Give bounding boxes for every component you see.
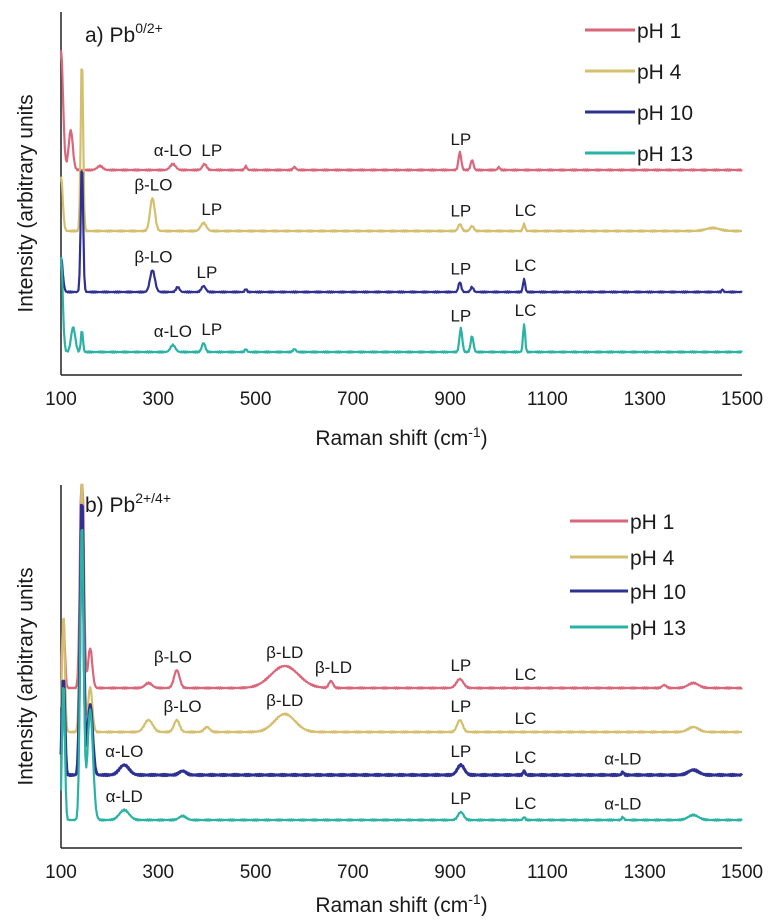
peak-annotation: LC [515,794,537,813]
x-tick-label: 1500 [721,389,763,410]
peak-annotation: β-LD [315,658,352,677]
peak-annotation: β-LD [266,643,303,662]
peak-annotation: α-LO [154,322,192,341]
peak-annotation: LP [450,656,471,675]
peak-annotation: LC [515,748,537,767]
peak-annotation: LC [515,709,537,728]
peak-annotation: α-LD [604,749,641,768]
series-line-ph-10 [59,170,743,294]
peak-annotation: LP [450,201,471,220]
peak-annotation: β-LO [134,247,172,266]
series-line-ph-13 [59,528,743,822]
peak-annotation: LP [450,306,471,325]
peak-annotation: α-LD [106,787,143,806]
peak-annotation: β-LO [154,647,192,666]
x-tick-label: 900 [434,389,466,410]
panel-title: b) Pb2+/4+ [85,490,171,517]
peak-annotation: LP [201,200,222,219]
peak-annotation: β-LO [134,176,172,195]
x-tick-label: 1500 [721,862,763,883]
series-line-ph-4 [59,483,743,734]
peak-annotation: β-LO [164,697,202,716]
series-line-ph-1 [59,483,743,690]
panel-title: a) Pb0/2+ [85,20,163,47]
x-tick-label: 700 [337,389,369,410]
x-tick-label: 300 [142,389,174,410]
peak-annotation: LP [450,697,471,716]
legend-label: pH 1 [637,20,681,43]
peak-annotation: LP [450,742,471,761]
legend-label: pH 13 [637,143,693,166]
y-axis-label: Intensity (arbitrary units [15,94,38,312]
x-tick-label: 100 [45,389,77,410]
peak-annotation: LC [515,665,537,684]
legend-label: pH 4 [637,61,682,84]
peak-annotation: LC [515,256,537,275]
peak-annotation: LP [450,789,471,808]
x-tick-label: 500 [240,389,272,410]
peak-annotation: LP [450,260,471,279]
x-tick-label: 300 [142,862,174,883]
peak-annotation: LP [201,320,222,339]
x-tick-label: 900 [434,862,466,883]
series-line-ph-10 [59,503,744,778]
x-tick-label: 100 [45,862,77,883]
series-line-ph-1 [59,50,743,172]
legend-label: pH 10 [637,102,693,125]
peak-annotation: α-LD [604,794,641,813]
x-axis-label: Raman shift (cm-1) [315,891,487,916]
legend-label: pH 1 [630,511,674,534]
series-line-ph-13 [59,256,743,354]
peak-annotation: α-LO [105,742,143,761]
x-tick-label: 500 [240,862,272,883]
peak-annotation: LP [450,130,471,149]
legend-label: pH 4 [630,547,675,570]
peak-annotation: α-LO [154,141,192,160]
peak-annotation: β-LD [266,691,303,710]
x-axis-label: Raman shift (cm-1) [315,424,487,450]
peak-annotation: LP [201,141,222,160]
x-tick-label: 1300 [624,862,666,883]
x-tick-label: 1100 [527,862,568,883]
legend-label: pH 13 [630,617,686,640]
peak-annotation: LC [515,301,537,320]
peak-annotation: LC [515,201,537,220]
series-line-ph-4 [59,68,743,233]
peak-annotation: LP [197,263,218,282]
x-tick-label: 700 [337,862,369,883]
x-tick-label: 1300 [624,389,666,410]
x-tick-label: 1100 [527,389,568,410]
legend-label: pH 10 [630,581,686,604]
y-axis-label: Intensity (arbitrary units [15,567,38,785]
